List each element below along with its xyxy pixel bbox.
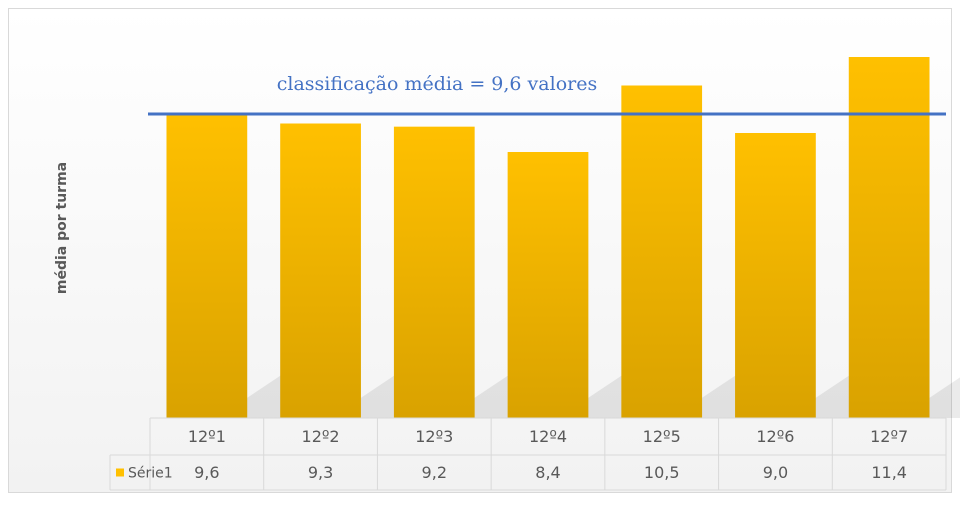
data-label: 9,3 (308, 463, 333, 482)
x-tick-label: 12º3 (415, 427, 453, 446)
bar (166, 114, 248, 418)
x-tick-label: 12º4 (529, 427, 567, 446)
data-label: 9,0 (763, 463, 788, 482)
legend-label: Série1 (128, 466, 173, 482)
legend-swatch (116, 468, 124, 477)
bar (848, 57, 930, 418)
data-label: 9,2 (422, 463, 447, 482)
bar (735, 133, 816, 418)
bar (393, 126, 475, 419)
reference-label: classificação média = 9,6 valores (277, 73, 597, 95)
x-tick-label: 12º6 (756, 427, 794, 446)
x-tick-label: 12º5 (643, 427, 681, 446)
data-label: 9,6 (194, 463, 219, 482)
bar (280, 123, 361, 418)
x-tick-label: 12º7 (870, 427, 908, 446)
bar-shadow (929, 377, 960, 418)
bar (621, 85, 703, 418)
bar (507, 152, 589, 418)
data-label: 10,5 (644, 463, 680, 482)
x-tick-label: 12º1 (188, 427, 226, 446)
x-tick-label: 12º2 (302, 427, 340, 446)
data-label: 8,4 (535, 463, 560, 482)
y-axis-label: média por turma (54, 162, 70, 294)
data-label: 11,4 (871, 463, 907, 482)
